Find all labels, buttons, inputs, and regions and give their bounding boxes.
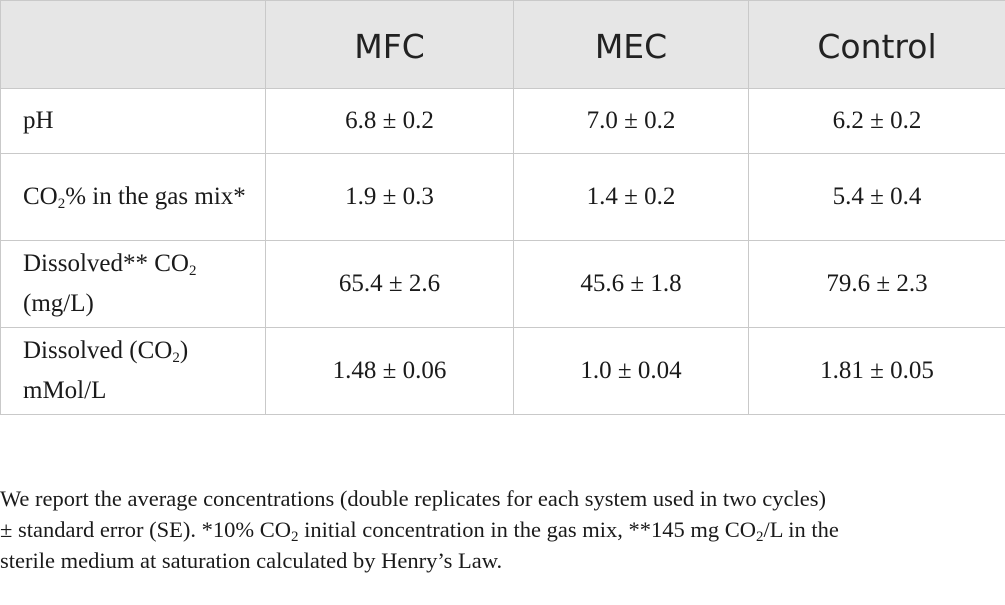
- footnote-text: initial concentration in the gas mix, **…: [298, 517, 756, 542]
- control-value: 6.2 ± 0.2: [748, 88, 1005, 154]
- subscript: 2: [188, 263, 197, 279]
- mec-value: 1.4 ± 0.2: [513, 153, 749, 241]
- header-control: Control: [748, 0, 1005, 89]
- row-label: CO2% in the gas mix*: [0, 153, 266, 241]
- mfc-value: 1.9 ± 0.3: [265, 153, 514, 241]
- row-label: Dissolved (CO2) mMol/L: [0, 327, 266, 415]
- row-label: pH: [0, 88, 266, 154]
- mfc-value: 6.8 ± 0.2: [265, 88, 514, 154]
- subscript: 2: [755, 529, 764, 545]
- footnote-text: /L in the: [763, 517, 839, 542]
- footnote-line: We report the average concentrations (do…: [0, 486, 826, 511]
- subscript: 2: [291, 529, 299, 545]
- header-mec: MEC: [513, 0, 749, 89]
- table-row-ph: pH 6.8 ± 0.2 7.0 ± 0.2 6.2 ± 0.2: [0, 88, 1005, 154]
- row-label-text: Dissolved** CO: [23, 250, 189, 277]
- mfc-value: 65.4 ± 2.6: [265, 240, 514, 328]
- footnote-line: ± standard error (SE). *10% CO2 initial …: [0, 514, 1005, 545]
- mec-value: 45.6 ± 1.8: [513, 240, 749, 328]
- data-table: MFC MEC Control pH 6.8 ± 0.2 7.0 ± 0.2 6…: [0, 0, 1005, 415]
- table-row-dissolved-mmol: Dissolved (CO2) mMol/L 1.48 ± 0.06 1.0 ±…: [0, 327, 1005, 415]
- table-footnote: We report the average concentrations (do…: [0, 483, 1005, 576]
- table-row-co2-gas: CO2% in the gas mix* 1.9 ± 0.3 1.4 ± 0.2…: [0, 153, 1005, 241]
- mfc-value: 1.48 ± 0.06: [265, 327, 514, 415]
- row-label-text: CO: [23, 183, 58, 210]
- header-row: MFC MEC Control: [0, 0, 1005, 89]
- mec-value: 1.0 ± 0.04: [513, 327, 749, 415]
- table-row-dissolved-mg: Dissolved** CO2 (mg/L) 65.4 ± 2.6 45.6 ±…: [0, 240, 1005, 328]
- row-label-text: (mg/L): [23, 290, 94, 317]
- header-blank-cell: [0, 0, 266, 89]
- row-label-text: Dissolved (CO: [23, 337, 173, 364]
- footnote-line: sterile medium at saturation calculated …: [0, 548, 503, 573]
- control-value: 1.81 ± 0.05: [748, 327, 1005, 415]
- subscript: 2: [57, 196, 66, 212]
- footnote-text: ± standard error (SE). *10% CO: [0, 517, 292, 542]
- row-label-text: pH: [23, 107, 54, 134]
- control-value: 79.6 ± 2.3: [748, 240, 1005, 328]
- row-label-text: % in the gas mix*: [65, 183, 246, 210]
- row-label-text: ) mMol/L: [23, 337, 189, 404]
- header-mfc: MFC: [265, 0, 514, 89]
- row-label: Dissolved** CO2 (mg/L): [0, 240, 266, 328]
- mec-value: 7.0 ± 0.2: [513, 88, 749, 154]
- subscript: 2: [172, 350, 180, 366]
- control-value: 5.4 ± 0.4: [748, 153, 1005, 241]
